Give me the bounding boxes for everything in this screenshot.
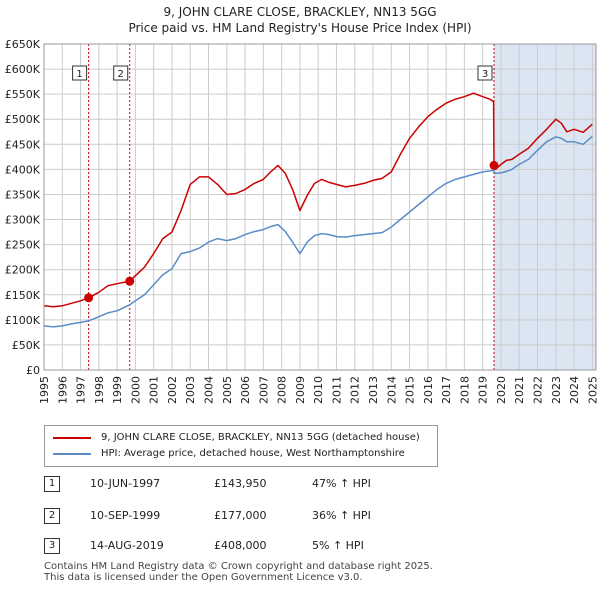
transaction-price: £408,000	[214, 539, 267, 552]
property-price-line	[43, 92, 593, 308]
x-tick-label: 2008	[276, 376, 289, 404]
chart-legend: 9, JOHN CLARE CLOSE, BRACKLEY, NN13 5GG …	[44, 425, 438, 467]
x-tick-label: 2005	[221, 376, 234, 404]
sale-point	[125, 276, 135, 286]
x-tick-label: 2023	[550, 376, 563, 404]
legend-label-hpi: HPI: Average price, detached house, West…	[101, 448, 405, 459]
footer-copyright: Contains HM Land Registry data © Crown c…	[44, 561, 433, 572]
legend-swatch-hpi	[53, 453, 91, 455]
sale-label-box	[113, 65, 129, 81]
x-tick-label: 2025	[586, 376, 599, 404]
y-tick-label: £600K	[5, 63, 41, 76]
y-tick-label: £350K	[5, 188, 41, 201]
x-tick-label: 2004	[203, 376, 216, 404]
title-address: 9, JOHN CLARE CLOSE, BRACKLEY, NN13 5GG	[163, 5, 437, 19]
transaction-hpi-change: 47% ↑ HPI	[312, 477, 371, 490]
transaction-date: 10-JUN-1997	[90, 477, 161, 490]
x-tick-label: 2001	[148, 376, 161, 404]
x-tick-label: 1996	[56, 376, 69, 404]
chart-title: 9, JOHN CLARE CLOSE, BRACKLEY, NN13 5GG …	[0, 4, 600, 36]
sale-point	[489, 160, 499, 170]
x-tick-label: 2003	[184, 376, 197, 404]
x-tick-label: 2010	[312, 376, 325, 404]
x-tick-label: 2019	[477, 376, 490, 404]
x-tick-label: 2020	[495, 376, 508, 404]
transaction-hpi-change: 5% ↑ HPI	[312, 539, 364, 552]
y-tick-label: £500K	[5, 113, 41, 126]
x-tick-label: 2007	[257, 376, 270, 404]
x-tick-label: 2009	[294, 376, 307, 404]
y-tick-label: £100K	[5, 314, 41, 327]
y-tick-label: £300K	[5, 214, 41, 227]
x-tick-label: 1999	[111, 376, 124, 404]
post-sale-shaded-region	[494, 44, 596, 370]
plot-frame	[43, 43, 597, 371]
sale-point	[84, 293, 94, 303]
transaction-row: 1 10-JUN-1997 £143,950 47% ↑ HPI	[0, 476, 600, 494]
x-tick-label: 2006	[239, 376, 252, 404]
transaction-number-badge: 1	[44, 476, 60, 492]
x-tick-label: 2002	[166, 376, 179, 404]
sale-label-number: 2	[118, 69, 124, 80]
title-subtitle: Price paid vs. HM Land Registry's House …	[128, 21, 472, 35]
x-tick-label: 2017	[440, 376, 453, 404]
transaction-price: £143,950	[214, 477, 267, 490]
y-tick-label: £400K	[5, 163, 41, 176]
transaction-row: 3 14-AUG-2019 £408,000 5% ↑ HPI	[0, 538, 600, 556]
y-tick-label: £200K	[5, 264, 41, 277]
y-tick-label: £550K	[5, 88, 41, 101]
x-tick-label: 2014	[385, 376, 398, 404]
transaction-date: 10-SEP-1999	[90, 509, 161, 522]
x-tick-label: 1995	[38, 376, 51, 404]
x-tick-label: 2022	[532, 376, 545, 404]
transaction-row: 2 10-SEP-1999 £177,000 36% ↑ HPI	[0, 508, 600, 526]
sale-label-box	[477, 65, 493, 81]
x-tick-label: 2024	[568, 376, 581, 404]
transaction-hpi-change: 36% ↑ HPI	[312, 509, 371, 522]
x-tick-label: 2018	[458, 376, 471, 404]
legend-label-property: 9, JOHN CLARE CLOSE, BRACKLEY, NN13 5GG …	[101, 432, 420, 443]
x-tick-label: 2021	[513, 376, 526, 404]
sale-label-box	[72, 65, 88, 81]
hpi-line	[43, 135, 593, 328]
x-tick-label: 1998	[93, 376, 106, 404]
sale-label-number: 3	[482, 69, 488, 80]
y-tick-label: £450K	[5, 138, 41, 151]
y-tick-label: £50K	[12, 339, 41, 352]
x-tick-label: 2015	[404, 376, 417, 404]
x-tick-label: 2016	[422, 376, 435, 404]
transaction-price: £177,000	[214, 509, 267, 522]
price-chart: £0 £50K £100K £150K £200K £250K £300K £350K £400…	[5, 38, 600, 404]
y-tick-label: £150K	[5, 289, 41, 302]
legend-swatch-property	[53, 437, 91, 439]
y-tick-label: £650K	[5, 38, 41, 51]
y-tick-label: £0	[26, 364, 40, 377]
transaction-number-badge: 2	[44, 508, 60, 524]
x-tick-label: 2000	[129, 376, 142, 404]
x-tick-label: 2013	[367, 376, 380, 404]
x-tick-label: 2012	[349, 376, 362, 404]
x-tick-label: 1997	[75, 376, 88, 404]
footer-license: This data is licensed under the Open Gov…	[44, 572, 363, 583]
x-tick-label: 2011	[330, 376, 343, 404]
sale-label-number: 1	[76, 69, 82, 80]
y-tick-label: £250K	[5, 239, 41, 252]
footer-attribution: Contains HM Land Registry data © Crown c…	[44, 561, 433, 583]
transaction-number-badge: 3	[44, 538, 60, 554]
transaction-date: 14-AUG-2019	[90, 539, 164, 552]
